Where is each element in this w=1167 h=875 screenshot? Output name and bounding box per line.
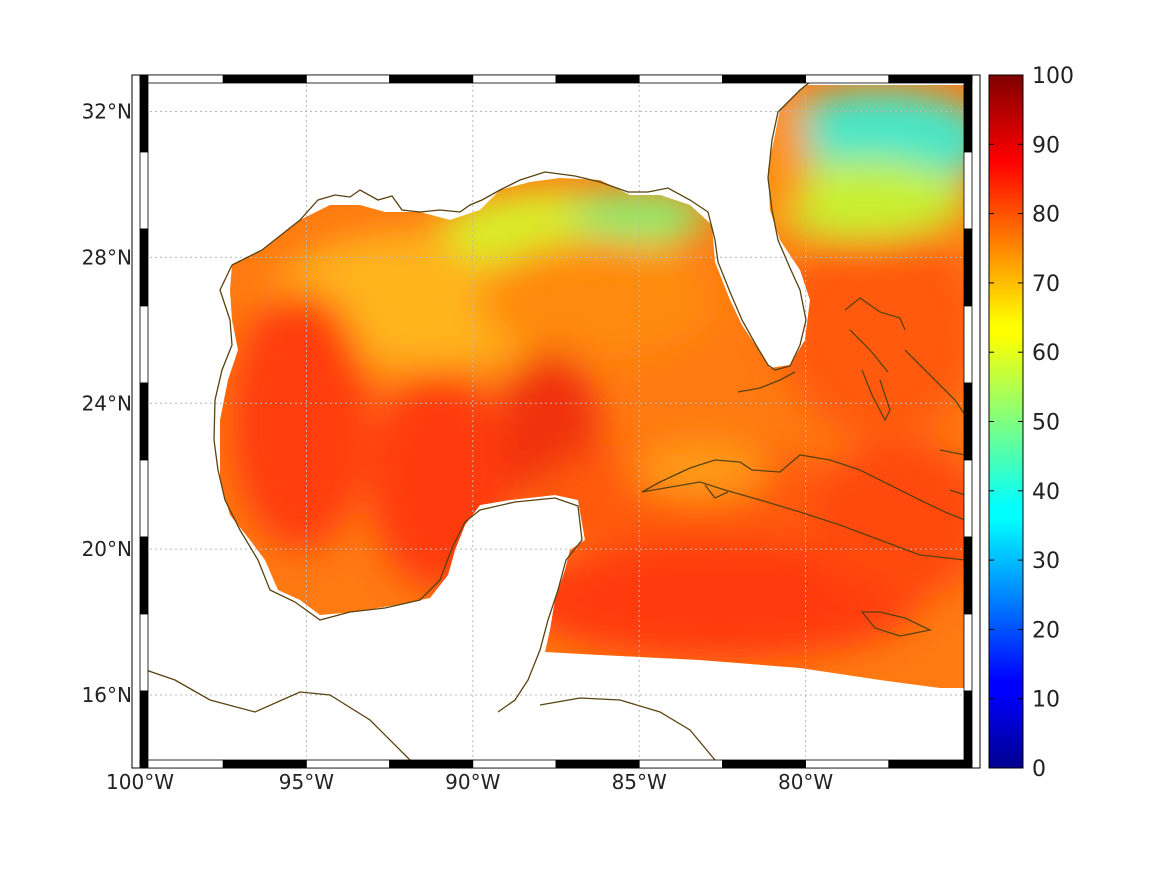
x-tick-label: 100°W xyxy=(106,770,174,794)
colorbar-gradient xyxy=(988,74,1024,769)
y-tick-label: 28°N xyxy=(82,245,132,269)
frame-left-segment xyxy=(139,459,149,538)
frame-left-segment xyxy=(139,536,149,615)
frame-bottom-segment xyxy=(805,759,890,769)
map-frame xyxy=(131,74,981,769)
frame-left-segment xyxy=(139,228,149,307)
frame-bottom-segment xyxy=(139,759,224,769)
colorbar-tick-label: 50 xyxy=(1032,411,1060,436)
frame-left-segment xyxy=(139,613,149,692)
frame-bottom-segment xyxy=(222,759,307,769)
frame-left-segment xyxy=(139,305,149,384)
frame-bottom-segment xyxy=(472,759,557,769)
frame-right-segment xyxy=(963,690,973,769)
frame-top-segment xyxy=(722,74,807,84)
frame-right-segment xyxy=(963,74,973,153)
frame-top-segment xyxy=(888,74,973,84)
colorbar-tick-label: 60 xyxy=(1032,341,1060,366)
colorbar-tick-label: 80 xyxy=(1032,203,1060,228)
frame-bottom-segment xyxy=(555,759,640,769)
x-tick-label: 85°W xyxy=(612,770,667,794)
frame-right-segment xyxy=(963,613,973,692)
colorbar-tick-label: 20 xyxy=(1032,618,1060,643)
x-tick-label: 90°W xyxy=(445,770,500,794)
mexico-coastline xyxy=(213,264,583,713)
frame-right-segment xyxy=(963,459,973,538)
gulf-coastline xyxy=(231,77,816,371)
frame-top-segment xyxy=(555,74,640,84)
central-america-coastline xyxy=(139,667,426,769)
frame-right-segment xyxy=(963,151,973,230)
frame-top-segment xyxy=(139,74,224,84)
y-axis-tick-labels: 32°N 28°N 24°N 20°N 16°N xyxy=(82,99,132,707)
isle-of-youth-coastline xyxy=(704,484,729,499)
x-tick-label: 95°W xyxy=(279,770,334,794)
data-field xyxy=(220,85,965,688)
florida-keys-coastline xyxy=(737,371,796,393)
x-axis-tick-labels: 100°W 95°W 90°W 85°W 80°W xyxy=(106,770,833,794)
frame-top-segment xyxy=(389,74,474,84)
y-tick-label: 24°N xyxy=(82,391,132,415)
frame-top-segment xyxy=(805,74,890,84)
frame-left-segment xyxy=(139,151,149,230)
y-tick-label: 32°N xyxy=(82,99,132,123)
frame-top-segment xyxy=(222,74,307,84)
frame-right-segment xyxy=(963,305,973,384)
frame-left-segment xyxy=(139,382,149,461)
jamaica-coastline xyxy=(860,611,933,637)
frame-right-segment xyxy=(963,228,973,307)
frame-top-segment xyxy=(638,74,723,84)
frame-bottom-segment xyxy=(305,759,390,769)
colorbar-tick-label: 10 xyxy=(1032,688,1060,713)
map-grid xyxy=(140,75,972,768)
colorbar-tick-label: 70 xyxy=(1032,272,1060,297)
colorbar-tick-label: 100 xyxy=(1032,64,1074,89)
frame-top-segment xyxy=(305,74,390,84)
frame-bottom-segment xyxy=(888,759,973,769)
frame-right-segment xyxy=(963,536,973,615)
honduras-coastline xyxy=(539,697,716,761)
colorbar-tick-label: 90 xyxy=(1032,133,1060,158)
frame-top-segment xyxy=(472,74,557,84)
colorbar-ticks: 0 10 20 30 40 50 60 70 80 90 100 xyxy=(989,64,1074,782)
frame-bottom-segment xyxy=(389,759,474,769)
y-tick-label: 20°N xyxy=(82,537,132,561)
colorbar-tick-label: 40 xyxy=(1032,480,1060,505)
hispaniola-coastline xyxy=(939,449,966,496)
cuba-coastline xyxy=(641,454,966,561)
frame-left-segment xyxy=(139,74,149,153)
y-tick-label: 16°N xyxy=(82,683,132,707)
coastline-layer xyxy=(139,77,966,769)
x-tick-label: 80°W xyxy=(778,770,833,794)
frame-left-segment xyxy=(139,690,149,769)
colorbar-tick-label: 30 xyxy=(1032,549,1060,574)
colorbar: 0 10 20 30 40 50 60 70 80 90 100 xyxy=(988,64,1074,782)
frame-bottom-segment xyxy=(638,759,723,769)
bahamas-coastline xyxy=(844,297,966,422)
frame-bottom-segment xyxy=(722,759,807,769)
colorbar-tick-label: 0 xyxy=(1032,757,1046,782)
frame-right-segment xyxy=(963,382,973,461)
